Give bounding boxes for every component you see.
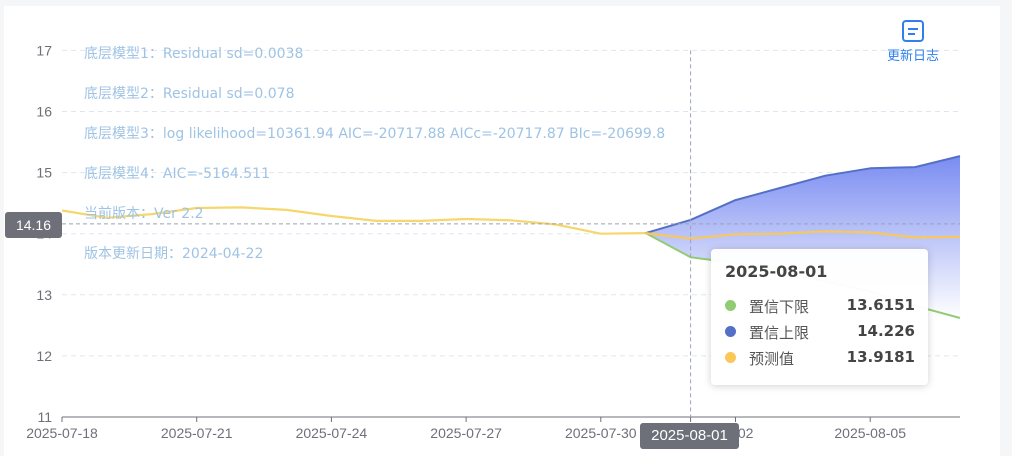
- y-tick-label: 17: [36, 42, 52, 58]
- tooltip-row-forecast: 预测值 13.9181: [725, 347, 915, 369]
- tooltip-series-value: 13.9181: [846, 348, 915, 366]
- legend-dot: [725, 300, 736, 311]
- y-tick-label: 15: [36, 165, 52, 181]
- y-tick-label: 13: [36, 287, 52, 303]
- x-tick-label: 2025-07-30: [565, 425, 637, 441]
- model1-annotation: 底层模型1：Residual sd=0.0038: [84, 46, 304, 62]
- y-tick-label: 12: [36, 348, 52, 364]
- document-list-icon: [902, 20, 924, 42]
- model2-annotation: 底层模型2：Residual sd=0.078: [84, 86, 295, 102]
- x-tick-label: 2025-07-27: [430, 425, 502, 441]
- tooltip-series-name: 预测值: [749, 350, 795, 368]
- forecast-line: [645, 230, 961, 240]
- x-tick-label: 2025-07-21: [161, 425, 233, 441]
- tooltip-title: 2025-08-01: [725, 262, 828, 281]
- legend-dot: [725, 352, 736, 363]
- chart-tooltip: 2025-08-01 置信下限 13.6151 置信上限 14.226 预测值 …: [711, 249, 928, 385]
- tooltip-series-value: 13.6151: [846, 296, 915, 314]
- changelog-button[interactable]: 更新日志: [880, 20, 946, 64]
- axis-pointer-lines: [62, 50, 960, 417]
- update-date-annotation: 版本更新日期：2024-04-22: [84, 246, 264, 262]
- model3-annotation: 底层模型3：log likelihood=10361.94 AIC=-20717…: [84, 126, 666, 142]
- tooltip-series-name: 置信下限: [749, 298, 810, 316]
- changelog-label: 更新日志: [886, 49, 939, 64]
- version-annotation: 当前版本：Ver 2.2: [84, 206, 204, 222]
- legend-dot: [725, 326, 736, 337]
- y-tick-label: 11: [37, 409, 52, 425]
- y-axis-pointer-label: 14.16: [5, 212, 62, 238]
- upper-bound-line: [645, 155, 961, 235]
- y-tick-label: 16: [36, 104, 52, 120]
- tooltip-row-lower: 置信下限 13.6151: [725, 295, 915, 317]
- model4-annotation: 底层模型4：AIC=-5164.511: [84, 166, 270, 182]
- x-tick-label: 2025-08-05: [834, 425, 906, 441]
- x-axis-pointer-label: 2025-08-01: [640, 423, 739, 449]
- x-tick-label: 2025-07-24: [296, 425, 368, 441]
- tooltip-series-value: 14.226: [857, 322, 915, 340]
- tooltip-row-upper: 置信上限 14.226: [725, 321, 915, 343]
- tooltip-series-name: 置信上限: [749, 324, 810, 342]
- x-tick-label: 2025-07-18: [26, 425, 98, 441]
